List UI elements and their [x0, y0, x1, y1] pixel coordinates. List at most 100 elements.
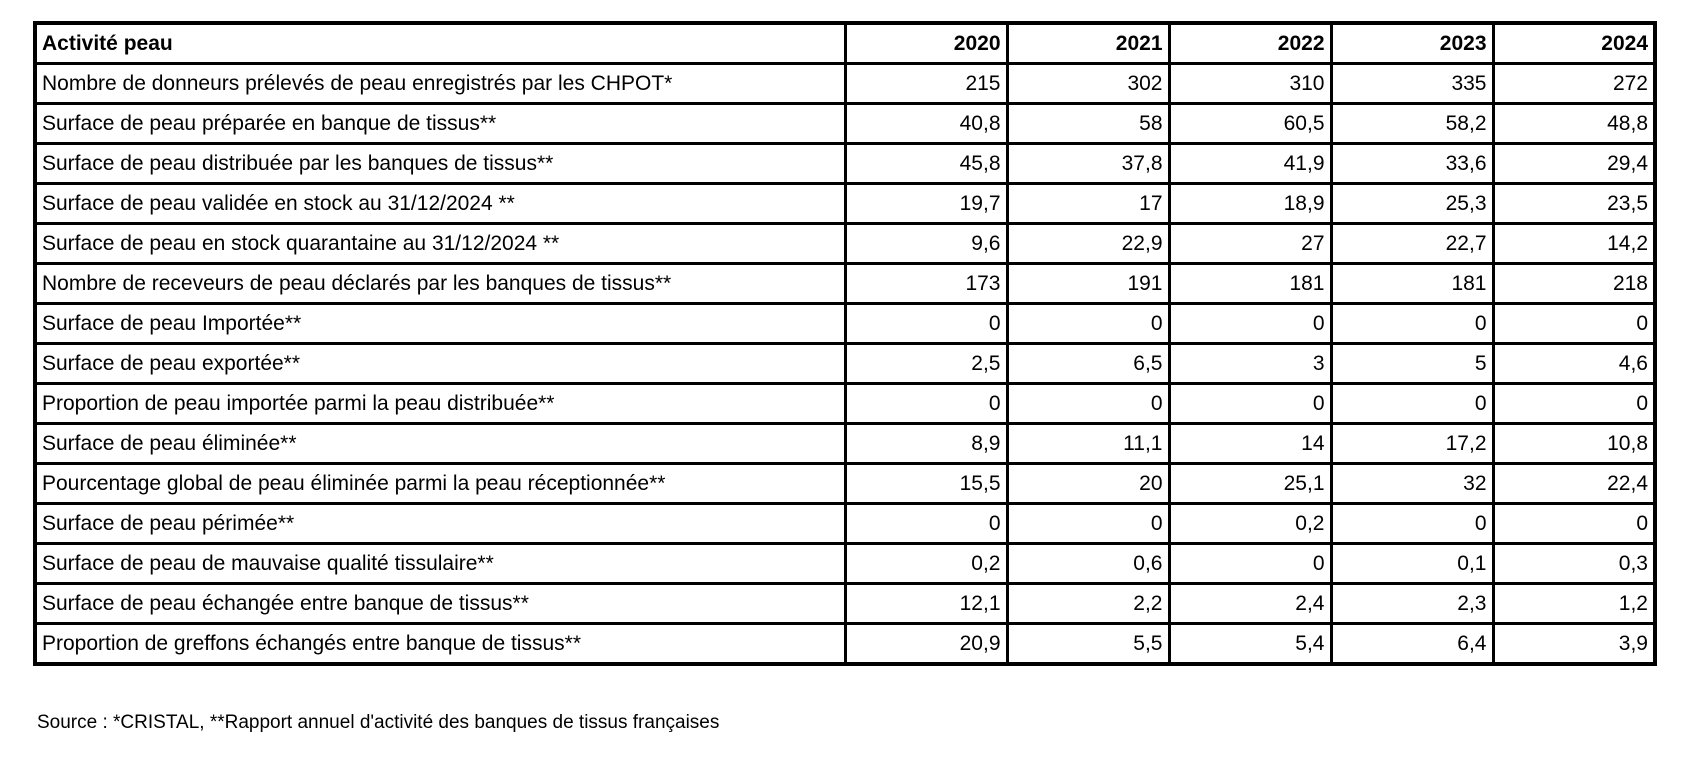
cell-value: 0,6	[1005, 542, 1171, 585]
cell-value: 5	[1329, 342, 1495, 385]
table-row: Surface de peau exportée** 2,5 6,5 3 5 4…	[33, 342, 1657, 385]
cell-value: 1,2	[1491, 582, 1657, 625]
cell-value: 0	[1491, 382, 1657, 425]
cell-value: 22,9	[1005, 222, 1171, 265]
table-row: Surface de peau Importée** 0 0 0 0 0	[33, 302, 1657, 345]
cell-value: 5,4	[1167, 622, 1333, 666]
cell-value: 19,7	[843, 182, 1009, 225]
cell-value: 0	[1005, 302, 1171, 345]
activite-peau-table: Activité peau 2020 2021 2022 2023 2024 N…	[33, 21, 1657, 666]
year-header-2020: 2020	[843, 21, 1009, 65]
cell-value: 272	[1491, 62, 1657, 105]
cell-value: 0	[843, 382, 1009, 425]
source-note: Source : *CRISTAL, **Rapport annuel d'ac…	[37, 712, 720, 733]
cell-value: 17	[1005, 182, 1171, 225]
cell-value: 335	[1329, 62, 1495, 105]
cell-value: 45,8	[843, 142, 1009, 185]
table-row: Nombre de donneurs prélevés de peau enre…	[33, 62, 1657, 105]
table-row: Proportion de peau importée parmi la pea…	[33, 382, 1657, 425]
table-row: Surface de peau validée en stock au 31/1…	[33, 182, 1657, 225]
cell-value: 18,9	[1167, 182, 1333, 225]
cell-value: 0,3	[1491, 542, 1657, 585]
cell-value: 6,4	[1329, 622, 1495, 666]
row-label: Surface de peau en stock quarantaine au …	[33, 222, 847, 265]
year-header-2021: 2021	[1005, 21, 1171, 65]
cell-value: 41,9	[1167, 142, 1333, 185]
cell-value: 5,5	[1005, 622, 1171, 666]
row-label: Nombre de donneurs prélevés de peau enre…	[33, 62, 847, 105]
cell-value: 8,9	[843, 422, 1009, 465]
row-label: Surface de peau exportée**	[33, 342, 847, 385]
row-label: Surface de peau échangée entre banque de…	[33, 582, 847, 625]
table-title-cell: Activité peau	[33, 21, 847, 65]
cell-value: 9,6	[843, 222, 1009, 265]
cell-value: 37,8	[1005, 142, 1171, 185]
cell-value: 58,2	[1329, 102, 1495, 145]
cell-value: 0,2	[1167, 502, 1333, 545]
cell-value: 310	[1167, 62, 1333, 105]
cell-value: 25,1	[1167, 462, 1333, 505]
cell-value: 0	[1329, 382, 1495, 425]
cell-value: 17,2	[1329, 422, 1495, 465]
table-row: Surface de peau distribuée par les banqu…	[33, 142, 1657, 185]
cell-value: 25,3	[1329, 182, 1495, 225]
cell-value: 0	[1491, 502, 1657, 545]
cell-value: 32	[1329, 462, 1495, 505]
cell-value: 218	[1491, 262, 1657, 305]
cell-value: 48,8	[1491, 102, 1657, 145]
cell-value: 22,7	[1329, 222, 1495, 265]
cell-value: 3	[1167, 342, 1333, 385]
table-row: Surface de peau éliminée** 8,9 11,1 14 1…	[33, 422, 1657, 465]
cell-value: 14,2	[1491, 222, 1657, 265]
cell-value: 181	[1167, 262, 1333, 305]
cell-value: 181	[1329, 262, 1495, 305]
table-row: Surface de peau préparée en banque de ti…	[33, 102, 1657, 145]
table-row: Surface de peau de mauvaise qualité tiss…	[33, 542, 1657, 585]
cell-value: 29,4	[1491, 142, 1657, 185]
row-label: Surface de peau validée en stock au 31/1…	[33, 182, 847, 225]
cell-value: 0	[1329, 502, 1495, 545]
cell-value: 0	[1167, 382, 1333, 425]
table-row: Surface de peau échangée entre banque de…	[33, 582, 1657, 625]
row-label: Surface de peau éliminée**	[33, 422, 847, 465]
cell-value: 0,2	[843, 542, 1009, 585]
row-label: Surface de peau préparée en banque de ti…	[33, 102, 847, 145]
cell-value: 0	[1005, 502, 1171, 545]
cell-value: 0,1	[1329, 542, 1495, 585]
cell-value: 27	[1167, 222, 1333, 265]
cell-value: 40,8	[843, 102, 1009, 145]
cell-value: 0	[1167, 302, 1333, 345]
row-label: Nombre de receveurs de peau déclarés par…	[33, 262, 847, 305]
cell-value: 0	[1329, 302, 1495, 345]
cell-value: 33,6	[1329, 142, 1495, 185]
cell-value: 2,5	[843, 342, 1009, 385]
table-row: Nombre de receveurs de peau déclarés par…	[33, 262, 1657, 305]
cell-value: 2,2	[1005, 582, 1171, 625]
cell-value: 4,6	[1491, 342, 1657, 385]
cell-value: 0	[1005, 382, 1171, 425]
cell-value: 11,1	[1005, 422, 1171, 465]
cell-value: 3,9	[1491, 622, 1657, 666]
row-label: Surface de peau Importée**	[33, 302, 847, 345]
row-label: Proportion de greffons échangés entre ba…	[33, 622, 847, 666]
cell-value: 15,5	[843, 462, 1009, 505]
table-header-row: Activité peau 2020 2021 2022 2023 2024	[33, 21, 1657, 65]
cell-value: 58	[1005, 102, 1171, 145]
table-row: Pourcentage global de peau éliminée parm…	[33, 462, 1657, 505]
cell-value: 20,9	[843, 622, 1009, 666]
cell-value: 6,5	[1005, 342, 1171, 385]
cell-value: 22,4	[1491, 462, 1657, 505]
cell-value: 215	[843, 62, 1009, 105]
year-header-2023: 2023	[1329, 21, 1495, 65]
table-row: Surface de peau périmée** 0 0 0,2 0 0	[33, 502, 1657, 545]
cell-value: 20	[1005, 462, 1171, 505]
row-label: Surface de peau distribuée par les banqu…	[33, 142, 847, 185]
row-label: Surface de peau de mauvaise qualité tiss…	[33, 542, 847, 585]
cell-value: 60,5	[1167, 102, 1333, 145]
cell-value: 0	[843, 502, 1009, 545]
cell-value: 23,5	[1491, 182, 1657, 225]
year-header-2024: 2024	[1491, 21, 1657, 65]
cell-value: 10,8	[1491, 422, 1657, 465]
cell-value: 2,4	[1167, 582, 1333, 625]
